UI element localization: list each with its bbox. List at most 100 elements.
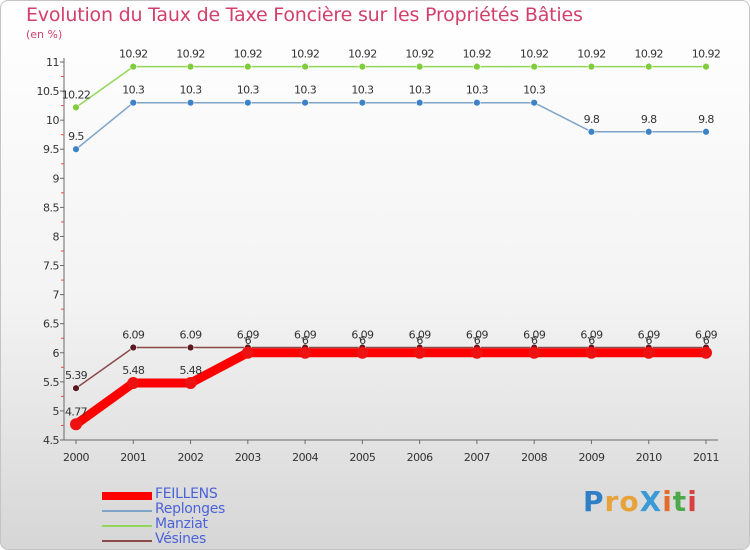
data-label-v-sines: 5.39 bbox=[65, 369, 88, 382]
data-label-replonges: 10.3 bbox=[122, 84, 145, 97]
data-point-replonges bbox=[129, 99, 137, 107]
data-point-feillens bbox=[70, 418, 82, 431]
x-tick-label: 2007 bbox=[464, 451, 490, 464]
x-tick-label: 2001 bbox=[120, 451, 146, 464]
data-point-manziat bbox=[473, 62, 481, 71]
data-label-manziat: 10.92 bbox=[291, 48, 320, 61]
data-label-manziat: 10.92 bbox=[577, 48, 606, 61]
data-label-replonges: 10.3 bbox=[409, 84, 432, 97]
y-tick-label: 11 bbox=[46, 56, 59, 69]
x-tick-label: 2000 bbox=[63, 451, 89, 464]
data-label-v-sines: 6.09 bbox=[409, 329, 432, 342]
data-point-manziat bbox=[587, 62, 596, 71]
y-tick-label: 5.5 bbox=[43, 376, 59, 389]
legend-swatch-manziat bbox=[102, 525, 152, 527]
data-label-feillens: 6 bbox=[359, 334, 366, 347]
data-label-manziat: 10.92 bbox=[119, 48, 148, 61]
data-label-replonges: 10.3 bbox=[523, 84, 546, 97]
data-point-replonges bbox=[530, 99, 538, 107]
data-label-manziat: 10.92 bbox=[634, 48, 663, 61]
y-tick-label: 8.5 bbox=[43, 201, 59, 214]
y-tick-label: 4.5 bbox=[43, 434, 59, 447]
data-point-replonges bbox=[72, 145, 80, 153]
data-label-v-sines: 6.09 bbox=[695, 329, 718, 342]
data-label-v-sines: 6.09 bbox=[523, 329, 546, 342]
legend-label-vesines: Vésines bbox=[155, 531, 206, 547]
x-tick-label: 2010 bbox=[636, 451, 662, 464]
data-point-feillens bbox=[299, 346, 312, 359]
y-tick-label: 5 bbox=[53, 405, 60, 418]
series-manziat: 10.22 10.92 10.92 10.92 10.92 10.92 10.92 10.92… bbox=[62, 48, 721, 112]
axes: 4.5 5 5.5 6 6.5 7 7.5 8 8.5 9 9.5 10 10.5 11 2000 2001 2… bbox=[37, 56, 720, 464]
y-tick-label: 9 bbox=[53, 172, 60, 185]
data-label-manziat: 10.92 bbox=[405, 48, 434, 61]
proxiti-logo: ProXiti bbox=[583, 485, 698, 518]
data-point-manziat bbox=[244, 62, 252, 71]
data-label-feillens: 6 bbox=[531, 334, 538, 347]
data-label-manziat: 10.92 bbox=[463, 48, 492, 61]
data-point-manziat bbox=[301, 62, 309, 71]
data-label-manziat: 10.92 bbox=[692, 48, 721, 61]
logo-letter: r bbox=[604, 485, 620, 518]
logo-letter: X bbox=[639, 485, 663, 518]
data-point-manziat bbox=[702, 62, 710, 71]
y-tick-label: 8 bbox=[53, 230, 60, 243]
data-point-replonges bbox=[301, 99, 309, 107]
series-line-replonges bbox=[75, 101, 707, 150]
y-tick-label: 7.5 bbox=[43, 260, 59, 273]
data-label-v-sines: 6.09 bbox=[351, 329, 374, 342]
data-point-replonges bbox=[244, 99, 252, 107]
data-point-v-sines bbox=[72, 384, 80, 392]
data-point-feillens bbox=[642, 346, 655, 359]
y-tick-label: 10.5 bbox=[37, 85, 60, 98]
data-label-feillens: 4.77 bbox=[65, 405, 88, 418]
data-point-manziat bbox=[358, 62, 367, 71]
series-line-v-sines bbox=[75, 346, 707, 389]
x-tick-label: 2005 bbox=[349, 451, 375, 464]
x-tick-label: 2011 bbox=[693, 451, 719, 464]
logo-letter: t bbox=[672, 485, 688, 518]
data-point-feillens bbox=[356, 346, 369, 359]
data-point-replonges bbox=[645, 128, 653, 136]
data-point-v-sines bbox=[129, 343, 137, 352]
data-label-v-sines: 6.09 bbox=[179, 329, 202, 342]
data-point-feillens bbox=[700, 346, 712, 359]
data-point-replonges bbox=[702, 128, 710, 136]
data-point-feillens bbox=[528, 346, 541, 359]
x-tick-label: 2002 bbox=[178, 451, 204, 464]
data-point-feillens bbox=[585, 346, 598, 359]
legend-swatch-replonges bbox=[102, 510, 152, 512]
data-label-replonges: 9.5 bbox=[68, 130, 84, 143]
data-label-feillens: 5.48 bbox=[179, 364, 202, 377]
x-tick-label: 2004 bbox=[292, 451, 318, 464]
data-label-feillens: 6 bbox=[416, 334, 423, 347]
logo-letter: i bbox=[662, 485, 673, 518]
y-tick-label: 7 bbox=[53, 289, 60, 302]
data-label-replonges: 10.3 bbox=[466, 84, 489, 97]
data-point-feillens bbox=[413, 346, 426, 359]
series-line-feillens bbox=[71, 348, 711, 429]
data-label-manziat: 10.92 bbox=[234, 48, 263, 61]
y-tick-label: 9.5 bbox=[43, 143, 59, 156]
data-label-v-sines: 6.09 bbox=[237, 329, 260, 342]
data-point-replonges bbox=[415, 99, 424, 107]
data-point-replonges bbox=[473, 99, 481, 107]
data-point-manziat bbox=[645, 62, 653, 71]
data-label-feillens: 6 bbox=[474, 334, 481, 347]
x-tick-label: 2006 bbox=[407, 451, 433, 464]
data-label-replonges: 9.8 bbox=[698, 113, 714, 126]
y-tick-label: 6 bbox=[53, 347, 60, 360]
x-tick-label: 2008 bbox=[521, 451, 547, 464]
data-point-replonges bbox=[358, 99, 367, 107]
data-point-replonges bbox=[587, 128, 596, 136]
series-line-manziat bbox=[75, 65, 707, 109]
data-label-replonges: 9.8 bbox=[584, 113, 600, 126]
data-label-replonges: 10.3 bbox=[351, 84, 374, 97]
data-label-v-sines: 6.09 bbox=[466, 329, 489, 342]
data-point-replonges bbox=[186, 99, 195, 107]
y-tick-label: 6.5 bbox=[43, 318, 59, 331]
legend-label-replonges: Replonges bbox=[155, 501, 226, 517]
data-label-manziat: 10.92 bbox=[520, 48, 549, 61]
data-point-feillens bbox=[184, 377, 197, 390]
